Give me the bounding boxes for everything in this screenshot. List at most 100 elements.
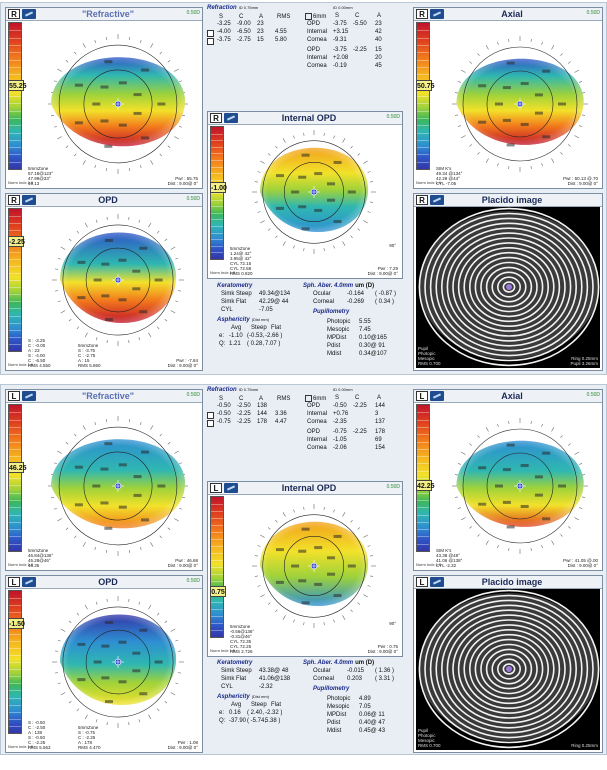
- center-value-label: 0.75: [210, 586, 226, 597]
- refraction-cell: -2.25: [237, 411, 251, 417]
- refractive-map-panel[interactable]: R "Refractive" 0.50D 55.25 Norm Indx 1.0 5mmZ…: [5, 7, 203, 189]
- refraction-cell: 4.55: [275, 29, 287, 35]
- asphericity-col-header: Steep: [251, 702, 267, 708]
- right-eye-report: R "Refractive" 0.50D 55.25 Norm Indx 1.0 5mmZ…: [0, 2, 607, 375]
- asphericity-header: Asphericity (Dist mm): [217, 694, 270, 700]
- refraction-col-header: S: [219, 396, 224, 402]
- asphericity-cell: Q:: [219, 718, 226, 724]
- color-scale-bar: [8, 404, 22, 552]
- pupillometry-cell: 4.89: [359, 696, 371, 702]
- keratometry-panel: Keratometry Simk Steep 43.38@ 48 Simk Flat 4…: [217, 660, 413, 770]
- asphericity-cell: -2.32 ): [265, 710, 283, 716]
- refraction-cell: -2.50: [237, 403, 251, 409]
- refraction-checkbox[interactable]: [207, 30, 214, 37]
- pupil-center-icon: [514, 480, 526, 492]
- zone-checkbox-label[interactable]: 6mm: [305, 13, 326, 20]
- refraction-table: Refraction ID 0.75mm ID 0.00mm S C A RMS -0.50-…: [207, 387, 403, 467]
- refraction-cell: OPD: [307, 429, 321, 435]
- asphericity-cell: ( 2.40,: [247, 710, 265, 716]
- keratometry-cell: Simk Flat: [221, 676, 247, 682]
- refraction-cell: -3.75: [333, 47, 347, 53]
- asphericity-cell: e:: [219, 710, 225, 716]
- refraction-cell: Cornea: [307, 37, 327, 43]
- spherical-aberration-cell: ( 0.34 ): [375, 299, 395, 305]
- panel-header: R OPD 0.50D: [6, 194, 202, 207]
- refraction-cell: -0.75: [217, 419, 231, 425]
- center-value-label: 42.25: [416, 480, 435, 491]
- spherical-aberration-header: Sph. Aber. 4.0mm um (D): [303, 283, 375, 289]
- placido-image-panel[interactable]: L Placido image Pupil Photopic Mesopic RMS…: [413, 575, 603, 753]
- refraction-cell: -1.05: [333, 437, 347, 443]
- device-logo-icon: [430, 577, 444, 587]
- refractive-map-panel[interactable]: L "Refractive" 0.50D 46.25 Norm Indx 1.0 5mmZ…: [5, 389, 203, 571]
- norm-index-label: Norm Indx 1.0: [416, 562, 442, 567]
- topography-map: [452, 418, 588, 554]
- refraction-cell: -0.50: [333, 403, 347, 409]
- asphericity-col-header: Avg: [231, 325, 242, 331]
- refraction-col-header: C: [239, 14, 244, 20]
- axis-angle-label: 90°: [389, 243, 396, 248]
- refraction-cell: 69: [375, 437, 382, 443]
- step-size-label: 0.50D: [586, 392, 600, 398]
- zone-checkbox-label[interactable]: 6mm: [305, 395, 326, 402]
- norm-index-label: Norm Indx 1.0: [210, 648, 236, 653]
- topography-map: [48, 416, 188, 556]
- step-size-label: 0.50D: [386, 114, 400, 120]
- axial-map-panel[interactable]: R Axial 0.50D 50.75 Norm Indx 1.0 SIM K's 49.…: [413, 7, 603, 189]
- asphericity-cell: Q:: [219, 341, 226, 347]
- pupillometry-cell: 0.40@ 47: [359, 720, 386, 726]
- topography-map: [48, 34, 188, 174]
- opd-map-panel[interactable]: L OPD 0.50D -1.50 Norm Indx 1.0 S : -0.50 C :…: [5, 575, 203, 753]
- refraction-header: Refraction ID 0.75mm: [207, 5, 259, 11]
- keratometry-cell: Simk Steep: [221, 668, 252, 674]
- refractive-summary-left: 5mmZone 57.18@123° 47.99@33° 49.13: [28, 166, 54, 186]
- placido-summary-left: Pupil Photopic Mesopic RMS 0.700: [418, 728, 441, 748]
- panel-header: R Internal OPD 0.50D: [208, 112, 402, 125]
- norm-index-label: Norm Indx 1.0: [8, 562, 34, 567]
- pupil-center-icon: [112, 274, 124, 286]
- topography-map: [252, 504, 376, 628]
- opd-summary-right: Pwr : 1.08 Dist : 9.00@ 0°: [167, 740, 198, 750]
- asphericity-col-header: Flat: [271, 702, 282, 708]
- axial-map-panel[interactable]: L Axial 0.50D 42.25 Norm Indx 1.0 SIM K's 43.…: [413, 389, 603, 571]
- axial-summary-right: Pwr : 41.05 @.00 Dist : 9.00@ 0°: [563, 558, 598, 568]
- pupillometry-cell: Photopic: [327, 696, 351, 702]
- placido-summary-right: Ring 0.25mm: [571, 743, 598, 748]
- opd-summary-zone: 5mmZone S : -3.75 C : -2.75 A : 15 RMS 5…: [78, 343, 101, 368]
- keratometry-header: Keratometry: [217, 283, 253, 289]
- norm-index-label: Norm Indx 1.0: [8, 362, 34, 367]
- refraction-cell: 144: [257, 411, 268, 417]
- pupillometry-cell: Mdist: [327, 728, 342, 734]
- internal-opd-panel[interactable]: R Internal OPD 0.50D -1.00 Norm Indx 1.0 5mmZ…: [207, 111, 403, 279]
- refraction-cell: -9.31: [333, 37, 347, 43]
- spherical-aberration-cell: ( 3.31 ): [375, 676, 395, 682]
- asphericity-col-header: Flat: [271, 325, 282, 331]
- pupil-center-icon: [112, 98, 124, 110]
- placido-summary-right: Ring 0.25mm Pupil 3.26mm: [570, 356, 598, 366]
- keratometry-cell: Simk Steep: [221, 291, 252, 297]
- refraction-checkbox[interactable]: [207, 38, 214, 45]
- internal-opd-panel[interactable]: L Internal OPD 0.50D 0.75 Norm Indx 1.0 5mmZo…: [207, 481, 403, 657]
- panel-title: Internal OPD: [281, 483, 337, 493]
- norm-index-label: Norm Indx 1.0: [210, 270, 236, 275]
- refraction-checkbox[interactable]: [207, 412, 214, 419]
- panel-title: Placido image: [481, 577, 543, 587]
- refraction-checkbox[interactable]: [207, 420, 214, 427]
- keratometry-header: Keratometry: [217, 660, 253, 666]
- panel-header: R Axial 0.50D: [414, 8, 602, 21]
- placido-image-panel[interactable]: R Placido image Pupil Photopic Mesopic RMS…: [413, 193, 603, 371]
- step-size-label: 0.50D: [186, 392, 200, 398]
- asphericity-cell: 7.07 ): [265, 341, 281, 347]
- refraction-cell: -6.50: [237, 29, 251, 35]
- opd-map-panel[interactable]: R OPD 0.50D -2.25 Norm Indx 1.0 S : -3.25 C :…: [5, 193, 203, 371]
- placido-summary-left: Pupil Photopic Mesopic RMS 0.700: [418, 346, 441, 366]
- refraction-col-header: C: [355, 395, 360, 401]
- device-logo-icon: [430, 195, 444, 205]
- panel-header: L "Refractive" 0.50D: [6, 390, 202, 403]
- refraction-cell: Internal: [307, 411, 328, 417]
- keratometry-cell: -7.05: [259, 307, 273, 313]
- eye-indicator: L: [210, 483, 222, 493]
- device-logo-icon: [430, 9, 444, 19]
- center-value-label: 50.75: [416, 80, 435, 91]
- refraction-cell: 178: [375, 429, 386, 435]
